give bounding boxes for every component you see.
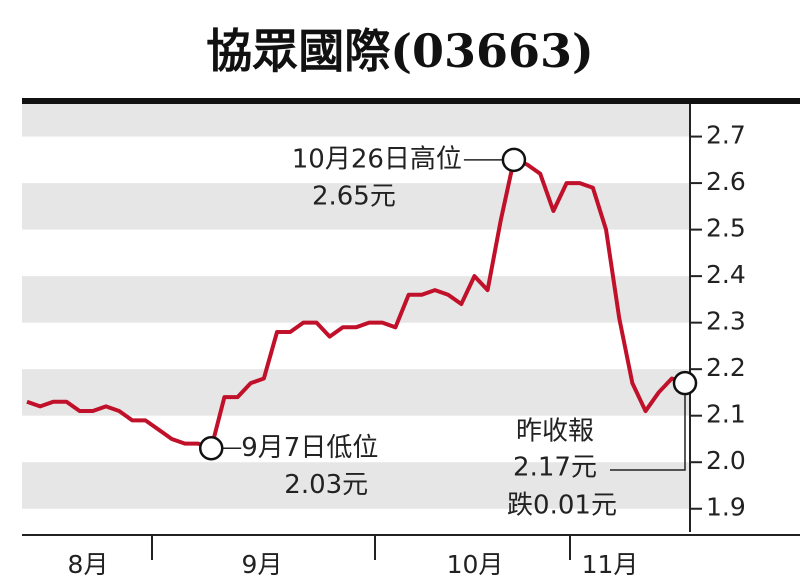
month-label: 11月 xyxy=(582,550,639,579)
band xyxy=(22,462,690,509)
y-tick-label: 2.2 xyxy=(706,353,746,382)
month-label: 9月 xyxy=(242,550,283,579)
point-marker xyxy=(198,436,224,461)
annotation: 10月26日高位 xyxy=(292,144,462,174)
chart-title: 協眾國際(03663) xyxy=(206,24,594,78)
leader xyxy=(610,395,686,471)
band xyxy=(22,369,690,416)
y-tick-label: 2.7 xyxy=(706,121,746,150)
y-tick-label: 2.3 xyxy=(706,307,746,336)
month-label: 10月 xyxy=(447,550,504,579)
y-tick-label: 2.1 xyxy=(706,400,746,429)
y-tick-label: 2.6 xyxy=(706,167,746,196)
annotation: 2.17元 xyxy=(513,453,597,483)
annotation: 跌0.01元 xyxy=(507,491,617,521)
price-line xyxy=(26,157,686,451)
annotation: 2.65元 xyxy=(312,181,396,211)
point-marker xyxy=(672,370,698,396)
band xyxy=(22,183,690,230)
title-rule xyxy=(22,98,800,104)
point-marker xyxy=(501,147,527,173)
band xyxy=(22,104,690,137)
y-tick-label: 2.5 xyxy=(706,214,746,243)
bands xyxy=(22,104,690,509)
annotation: 2.03元 xyxy=(284,470,368,500)
month-label: 8月 xyxy=(68,550,109,579)
annotation: 9月7日低位 xyxy=(241,433,378,463)
annotation: 昨收報 xyxy=(516,417,594,447)
y-tick-label: 1.9 xyxy=(706,493,746,522)
band xyxy=(22,276,690,323)
y-tick-label: 2.0 xyxy=(706,446,746,475)
y-tick-label: 2.4 xyxy=(706,260,746,289)
